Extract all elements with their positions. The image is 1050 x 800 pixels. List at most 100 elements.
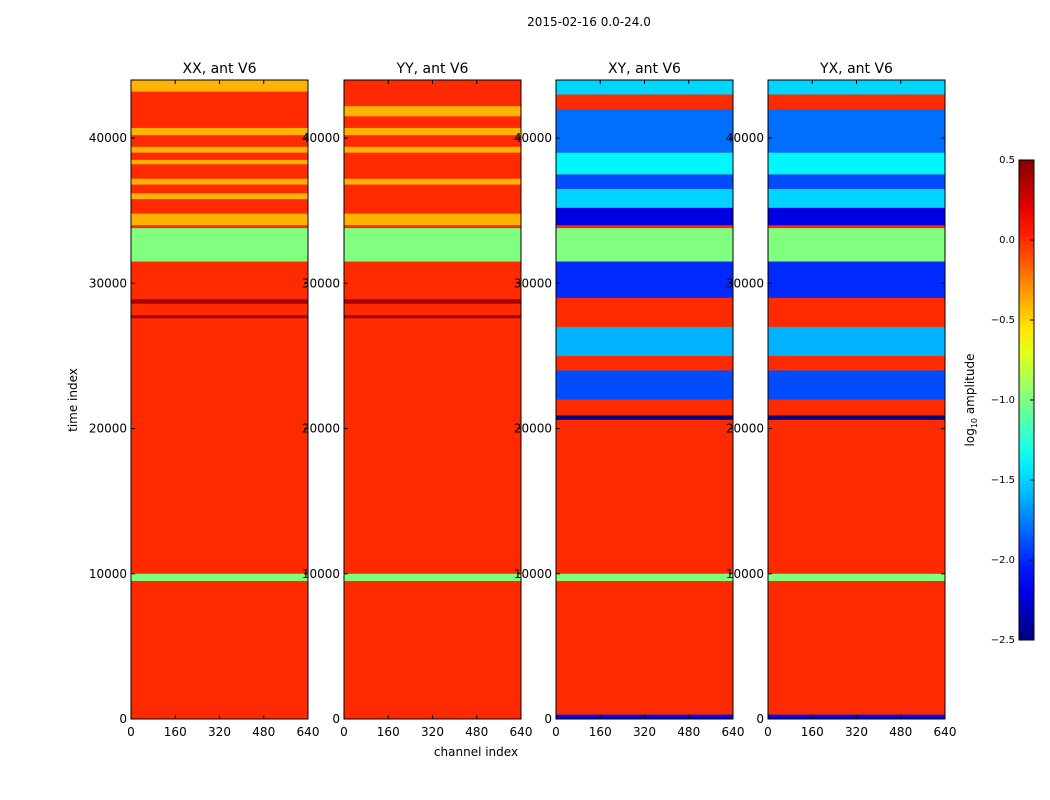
y-tick-label: 10000 xyxy=(726,567,764,581)
y-tick-label: 30000 xyxy=(89,276,127,290)
heatmap-band xyxy=(768,261,945,298)
y-tick-label: 0 xyxy=(119,712,127,726)
x-tick-label: 480 xyxy=(252,725,275,739)
heatmap-band xyxy=(768,228,945,262)
heatmap-band xyxy=(768,326,945,356)
y-tick-label: 10000 xyxy=(514,567,552,581)
heatmap-band xyxy=(344,146,521,153)
x-tick-label: 320 xyxy=(208,725,231,739)
y-tick-label: 0 xyxy=(756,712,764,726)
colorbar-tick-label: 0.5 xyxy=(999,155,1015,166)
heatmap-band xyxy=(131,315,308,319)
y-tick-label: 30000 xyxy=(302,276,340,290)
heatmap-band xyxy=(556,573,733,582)
panel-4: YX, ant V6 0 160 320 480 640 0 10000 20000 30000 4… xyxy=(726,61,957,739)
heatmap-background xyxy=(344,80,521,719)
heatmap-band xyxy=(131,193,308,200)
figure-title: 2015-02-16 0.0-24.0 xyxy=(527,15,651,29)
x-tick-label: 160 xyxy=(164,725,187,739)
heatmap-band xyxy=(556,188,733,208)
heatmap-band xyxy=(344,573,521,582)
heatmap-band xyxy=(556,228,733,262)
y-tick-label: 40000 xyxy=(89,131,127,145)
panel-title: XX, ant V6 xyxy=(183,61,257,77)
heatmap-band xyxy=(556,261,733,298)
panel-3: XY, ant V6 0 160 320 480 640 0 10000 20000 30000 4… xyxy=(514,61,745,739)
heatmap-band xyxy=(556,207,733,226)
y-tick-label: 30000 xyxy=(514,276,552,290)
heatmap-band xyxy=(344,299,521,304)
heatmap-band xyxy=(556,326,733,356)
heatmap-band xyxy=(344,127,521,136)
y-tick-label: 40000 xyxy=(302,131,340,145)
x-tick-label: 320 xyxy=(845,725,868,739)
heatmap-band xyxy=(768,415,945,420)
y-tick-label: 40000 xyxy=(514,131,552,145)
panel-title: YY, ant V6 xyxy=(396,61,469,77)
heatmap-band xyxy=(556,415,733,420)
x-tick-label: 160 xyxy=(377,725,400,739)
heatmap-band xyxy=(768,573,945,582)
y-tick-label: 20000 xyxy=(89,422,127,436)
y-tick-label: 0 xyxy=(332,712,340,726)
panel-title: YX, ant V6 xyxy=(819,61,893,77)
heatmap-band xyxy=(768,370,945,400)
x-tick-label: 640 xyxy=(722,725,745,739)
x-tick-label: 320 xyxy=(421,725,444,739)
x-tick-label: 480 xyxy=(465,725,488,739)
panel-title: XY, ant V6 xyxy=(608,61,681,77)
heatmap-band xyxy=(556,370,733,400)
panels-group: XX, ant V6 0 160 320 480 640 0 10000 20000 30000 4… xyxy=(89,61,957,739)
colorbar-tick-label: −1.0 xyxy=(991,395,1015,406)
x-tick-label: 480 xyxy=(889,725,912,739)
y-tick-label: 20000 xyxy=(302,422,340,436)
colorbar-tick-label: −1.5 xyxy=(991,475,1015,486)
x-tick-label: 0 xyxy=(552,725,560,739)
heatmap-band xyxy=(768,188,945,208)
x-tick-label: 320 xyxy=(633,725,656,739)
heatmap-band xyxy=(344,106,521,117)
heatmap-band xyxy=(131,228,308,262)
heatmap-band xyxy=(131,299,308,304)
heatmap-band xyxy=(556,109,733,153)
panel-1: XX, ant V6 0 160 320 480 640 0 10000 20000 30000 4… xyxy=(89,61,320,739)
colorbar-label-sub: 10 xyxy=(970,418,979,428)
heatmap-band xyxy=(344,178,521,185)
heatmap-band xyxy=(131,573,308,582)
colorbar-label-main: log xyxy=(963,428,977,446)
heatmap-background xyxy=(131,80,308,719)
heatmap-band xyxy=(131,127,308,136)
colorbar-label-tail: amplitude xyxy=(963,354,977,418)
x-axis-label: channel index xyxy=(434,745,518,759)
heatmap-band xyxy=(131,146,308,153)
colorbar-tick-label: −0.5 xyxy=(991,315,1015,326)
y-tick-label: 40000 xyxy=(726,131,764,145)
colorbar: −2.5 −2.0 −1.5 −1.0 −0.5 0.0 0.5 xyxy=(991,155,1035,646)
colorbar-label: log10 amplitude xyxy=(963,354,979,447)
heatmap-band xyxy=(131,159,308,165)
x-tick-label: 640 xyxy=(297,725,320,739)
y-tick-label: 20000 xyxy=(514,422,552,436)
heatmap-band xyxy=(131,178,308,185)
x-tick-label: 160 xyxy=(801,725,824,739)
heatmap-band xyxy=(768,109,945,153)
y-tick-label: 10000 xyxy=(89,567,127,581)
heatmap-band xyxy=(344,213,521,226)
colorbar-tick-label: −2.5 xyxy=(991,635,1015,646)
x-tick-label: 0 xyxy=(127,725,135,739)
x-tick-label: 480 xyxy=(677,725,700,739)
y-tick-label: 30000 xyxy=(726,276,764,290)
x-tick-label: 160 xyxy=(589,725,612,739)
heatmap-band xyxy=(131,213,308,226)
y-axis-label: time index xyxy=(66,368,80,432)
heatmap-band xyxy=(768,207,945,226)
heatmap-band xyxy=(768,152,945,175)
heatmap-band xyxy=(131,80,308,92)
colorbar-tick-label: −2.0 xyxy=(991,555,1015,566)
heatmap-band xyxy=(556,174,733,189)
y-tick-label: 10000 xyxy=(302,567,340,581)
x-tick-label: 640 xyxy=(510,725,533,739)
y-tick-label: 20000 xyxy=(726,422,764,436)
colorbar-tick-label: 0.0 xyxy=(999,235,1015,246)
